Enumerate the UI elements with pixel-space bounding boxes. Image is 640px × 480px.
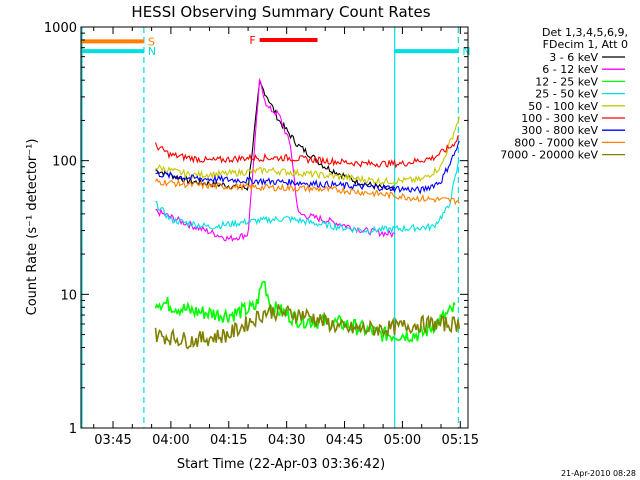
legend-entry-label: 25 - 50 keV bbox=[535, 88, 598, 101]
legend-entry-label: 7000 - 20000 keV bbox=[500, 149, 598, 162]
series-line bbox=[154, 280, 456, 343]
y-axis-label: Count Rate (s⁻¹ detector⁻¹) bbox=[25, 139, 40, 316]
y-tick-label: 10 bbox=[60, 288, 77, 303]
legend-header: Det 1,3,4,5,6,9, bbox=[542, 26, 628, 39]
series-line bbox=[154, 135, 460, 169]
y-tick-label: 1 bbox=[69, 422, 77, 437]
x-tick-label: 04:15 bbox=[210, 433, 247, 448]
series-line bbox=[155, 140, 460, 195]
series-line bbox=[155, 177, 460, 206]
y-tick-label: 100 bbox=[52, 155, 77, 170]
series-line bbox=[155, 77, 395, 243]
chart-title: HESSI Observing Summary Count Rates bbox=[131, 3, 430, 21]
y-axis: 1 10 100 1000 bbox=[44, 21, 468, 437]
legend-entry-label: 800 - 7000 keV bbox=[514, 136, 598, 149]
x-tick-label: 03:45 bbox=[94, 433, 131, 448]
plot-frame bbox=[80, 26, 469, 429]
flag-label: F bbox=[249, 34, 255, 47]
y-tick-label: 1000 bbox=[44, 21, 77, 36]
flag-label: S bbox=[148, 35, 155, 48]
legend-entry-label: 6 - 12 keV bbox=[542, 63, 598, 76]
x-tick-label: 05:00 bbox=[384, 433, 421, 448]
footer-timestamp: 21-Apr-2010 08:28 bbox=[561, 469, 636, 478]
x-tick-label: 05:15 bbox=[442, 433, 479, 448]
x-axis-label: Start Time (22-Apr-03 03:36:42) bbox=[177, 457, 385, 472]
legend-entry-label: 3 - 6 keV bbox=[549, 51, 598, 64]
series-line bbox=[155, 116, 460, 186]
flag-label: N bbox=[462, 45, 470, 58]
legend-entry-label: 100 - 300 keV bbox=[521, 112, 598, 125]
series-line bbox=[155, 81, 395, 192]
series-line bbox=[155, 159, 460, 235]
series-line bbox=[154, 303, 461, 350]
x-axis: 03:45 04:00 04:15 04:30 04:45 05:00 05:15 bbox=[93, 27, 479, 448]
legend-header: FDecim 1, Att 0 bbox=[543, 38, 628, 51]
legend: Det 1,3,4,5,6,9,FDecim 1, Att 03 - 6 keV… bbox=[500, 26, 628, 162]
legend-entry-label: 300 - 800 keV bbox=[521, 124, 598, 137]
flag-label: N bbox=[148, 45, 156, 58]
x-tick-label: 04:45 bbox=[326, 433, 363, 448]
legend-entry-label: 12 - 25 keV bbox=[535, 75, 598, 88]
legend-entry-label: 50 - 100 keV bbox=[528, 100, 598, 113]
x-tick-label: 04:30 bbox=[268, 433, 305, 448]
x-tick-label: 04:00 bbox=[152, 433, 189, 448]
